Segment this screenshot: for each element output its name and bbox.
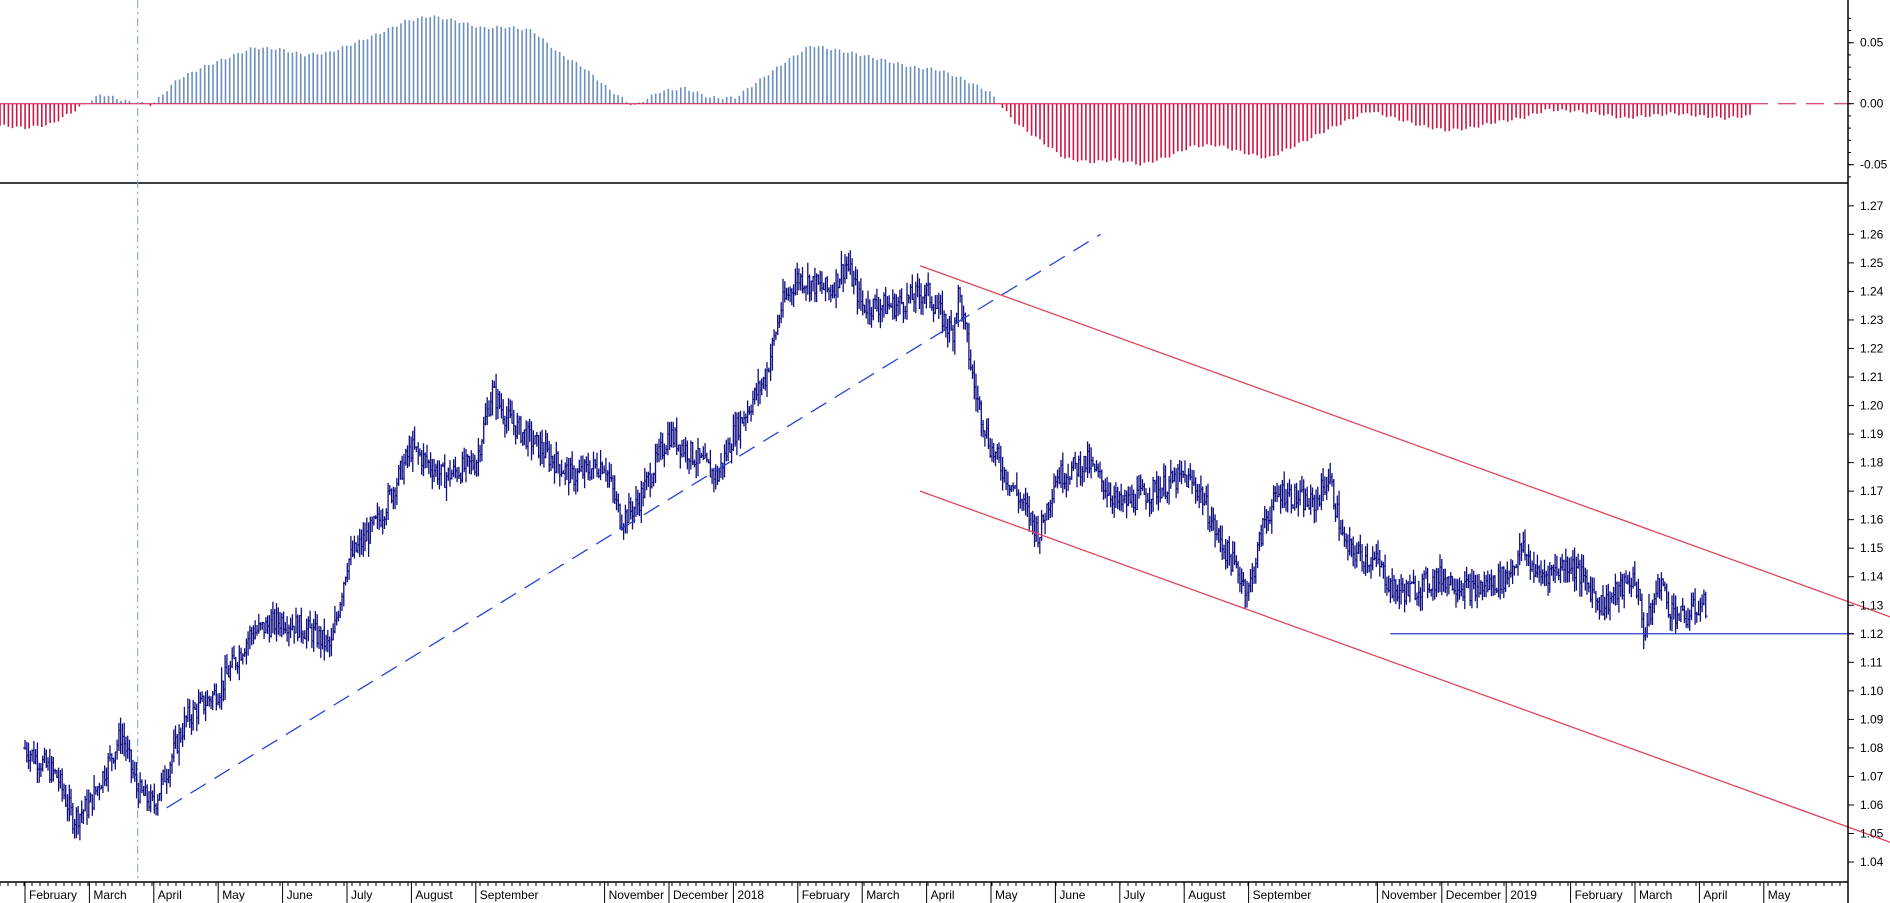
price-y-tick-label: 1.05	[1860, 826, 1884, 840]
x-tick-label: April	[1703, 888, 1727, 902]
price-y-tick-label: 1.18	[1860, 456, 1884, 470]
price-y-tick-label: 1.15	[1860, 541, 1884, 555]
osc-y-tick-label: 0.05	[1860, 36, 1884, 50]
trend-line	[919, 490, 1890, 843]
price-y-tick-label: 1.21	[1860, 370, 1884, 384]
price-y-tick-label: 1.25	[1860, 256, 1884, 270]
price-y-tick-label: 1.24	[1860, 284, 1884, 298]
price-y-tick-label: 1.07	[1860, 769, 1884, 783]
price-y-tick-label: 1.26	[1860, 227, 1884, 241]
x-tick-label: March	[1639, 888, 1672, 902]
x-tick-label: March	[93, 888, 126, 902]
x-tick-label: September	[480, 888, 539, 902]
osc-y-tick-label: 0.00	[1860, 97, 1884, 111]
x-tick-label: November	[1381, 888, 1436, 902]
x-tick-label: September	[1253, 888, 1312, 902]
x-tick-label: April	[931, 888, 955, 902]
price-y-tick-label: 1.13	[1860, 598, 1884, 612]
x-tick-label: May	[222, 888, 245, 902]
price-y-tick-label: 1.17	[1860, 484, 1884, 498]
x-tick-label: November	[609, 888, 664, 902]
x-tick-label: 2018	[737, 888, 764, 902]
price-y-tick-label: 1.23	[1860, 313, 1884, 327]
price-y-tick-label: 1.14	[1860, 570, 1884, 584]
x-tick-label: April	[158, 888, 182, 902]
oscillator-panel	[0, 15, 1848, 166]
price-y-tick-label: 1.04	[1860, 855, 1884, 869]
trend-line	[919, 265, 1890, 618]
x-tick-label: February	[29, 888, 77, 902]
price-y-tick-label: 1.08	[1860, 741, 1884, 755]
price-y-tick-label: 1.20	[1860, 399, 1884, 413]
price-y-tick-label: 1.06	[1860, 798, 1884, 812]
x-tick-label: August	[415, 888, 453, 902]
x-tick-label: July	[351, 888, 372, 902]
price-y-tick-label: 1.22	[1860, 341, 1884, 355]
x-tick-label: June	[287, 888, 313, 902]
x-tick-label: December	[673, 888, 728, 902]
x-tick-label: March	[866, 888, 899, 902]
osc-y-tick-label: -0.05	[1860, 158, 1888, 172]
trend-line	[166, 233, 1101, 809]
price-y-tick-label: 1.27	[1860, 199, 1884, 213]
x-tick-label: June	[1059, 888, 1085, 902]
price-y-tick-label: 1.10	[1860, 684, 1884, 698]
x-tick-label: July	[1124, 888, 1145, 902]
x-tick-label: December	[1446, 888, 1501, 902]
price-y-tick-label: 1.12	[1860, 627, 1884, 641]
x-tick-label: February	[802, 888, 850, 902]
x-tick-label: August	[1188, 888, 1226, 902]
price-y-tick-label: 1.11	[1860, 655, 1883, 669]
x-tick-label: May	[1768, 888, 1791, 902]
price-panel	[23, 233, 1890, 843]
x-tick-label: May	[995, 888, 1018, 902]
price-y-tick-label: 1.09	[1860, 712, 1884, 726]
price-y-tick-label: 1.16	[1860, 513, 1884, 527]
x-tick-label: 2019	[1510, 888, 1537, 902]
price-y-tick-label: 1.19	[1860, 427, 1884, 441]
x-tick-label: February	[1575, 888, 1623, 902]
